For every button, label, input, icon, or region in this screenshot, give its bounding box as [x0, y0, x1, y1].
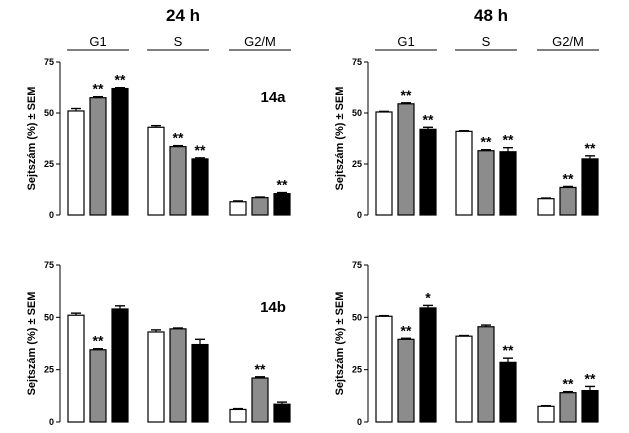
bar-series-3-group-3	[273, 403, 291, 423]
bar-series-1-group-1	[375, 315, 393, 423]
panel-label: 14a	[260, 89, 286, 106]
bar-series-1-group-3	[537, 405, 555, 423]
bar-series-2-group-3	[251, 197, 269, 216]
significance-marker: **	[173, 130, 184, 146]
bar-series-2-group-2	[477, 150, 495, 216]
bar-series-1-group-2	[455, 335, 473, 423]
y-axis-label: Sejtszám (%) ± SEM	[334, 292, 346, 396]
y-tick-label: 0	[357, 210, 362, 220]
panel-label: 14b	[260, 299, 286, 316]
bar-series-1-group-3	[229, 201, 247, 216]
y-tick-label: 25	[352, 159, 362, 169]
y-tick-label: 0	[49, 417, 54, 427]
group-label-2: S	[174, 34, 183, 49]
y-axis-label: Sejtszám (%) ± SEM	[26, 87, 38, 191]
significance-marker: **	[563, 170, 574, 186]
bar-series-3-group-1	[419, 128, 437, 216]
bar-series-2-group-2	[477, 326, 495, 423]
bar-series-1-group-3	[229, 408, 247, 423]
significance-marker: **	[255, 361, 266, 377]
y-tick-label: 50	[44, 312, 54, 322]
significance-marker: **	[93, 333, 104, 349]
significance-marker: **	[481, 134, 492, 150]
group-label-1: G1	[89, 34, 106, 49]
significance-marker: **	[585, 370, 596, 386]
group-label-2: S	[482, 34, 491, 49]
column-title-24h: 24 h	[166, 6, 200, 25]
bar-series-2-group-3	[559, 392, 577, 423]
bar-series-2-group-2	[169, 146, 187, 216]
group-label-3: G2/M	[244, 34, 276, 49]
y-tick-label: 50	[44, 108, 54, 118]
bar-series-1-group-1	[67, 314, 85, 423]
significance-marker: **	[93, 81, 104, 97]
bar-series-1-group-1	[375, 111, 393, 216]
bar-series-3-group-2	[191, 158, 209, 216]
y-tick-label: 0	[357, 417, 362, 427]
bar-series-3-group-3	[273, 192, 291, 216]
y-axis-label: Sejtszám (%) ± SEM	[26, 292, 38, 396]
chart-panel-1: G1 S G2/M 0 25 50 75 Sejtszám (%) ± SEM 14a ** ** *…	[26, 34, 291, 220]
bar-series-3-group-1	[111, 87, 129, 216]
bar-series-2-group-3	[559, 186, 577, 216]
y-tick-label: 25	[44, 159, 54, 169]
bar-series-1-group-2	[147, 331, 165, 423]
chart-panel-2: G1 S G2/M 0 25 50 75 Sejtszám (%) ± SEM ** ** ** **…	[334, 34, 599, 220]
bar-series-2-group-3	[251, 377, 269, 423]
bar-series-3-group-2	[191, 343, 209, 423]
bar-series-1-group-1	[67, 110, 85, 216]
bar-series-3-group-2	[499, 361, 517, 423]
bar-series-1-group-2	[147, 126, 165, 216]
bar-series-3-group-1	[111, 308, 129, 423]
significance-marker: **	[195, 142, 206, 158]
significance-marker: **	[503, 132, 514, 148]
y-tick-label: 0	[49, 210, 54, 220]
significance-marker: **	[401, 322, 412, 338]
bar-series-1-group-3	[537, 198, 555, 216]
bar-series-2-group-1	[397, 338, 415, 423]
significance-marker: **	[277, 177, 288, 193]
significance-marker: **	[563, 376, 574, 392]
group-label-3: G2/M	[552, 34, 584, 49]
bar-series-2-group-2	[169, 328, 187, 423]
significance-marker: **	[503, 342, 514, 358]
bar-series-3-group-3	[581, 158, 599, 216]
y-tick-label: 75	[352, 57, 362, 67]
y-tick-label: 50	[352, 312, 362, 322]
column-title-48h: 48 h	[474, 6, 508, 25]
group-label-1: G1	[397, 34, 414, 49]
bar-series-1-group-2	[455, 130, 473, 216]
y-tick-label: 50	[352, 108, 362, 118]
y-tick-label: 75	[44, 57, 54, 67]
significance-marker: **	[115, 72, 126, 88]
bar-series-3-group-2	[499, 151, 517, 216]
y-axis-label: Sejtszám (%) ± SEM	[334, 87, 346, 191]
bar-series-2-group-1	[89, 349, 107, 423]
y-tick-label: 75	[44, 260, 54, 270]
bar-series-2-group-1	[397, 103, 415, 216]
significance-marker: **	[401, 87, 412, 103]
significance-marker: **	[423, 111, 434, 127]
y-tick-label: 25	[44, 365, 54, 375]
bar-series-3-group-3	[581, 390, 599, 423]
bar-series-3-group-1	[419, 307, 437, 423]
chart-panel-3: 0 25 50 75 Sejtszám (%) ± SEM 14b ** **	[26, 260, 291, 427]
significance-marker: *	[425, 289, 431, 305]
y-tick-label: 75	[352, 260, 362, 270]
y-tick-label: 25	[352, 365, 362, 375]
bar-series-2-group-1	[89, 97, 107, 216]
significance-marker: **	[585, 140, 596, 156]
